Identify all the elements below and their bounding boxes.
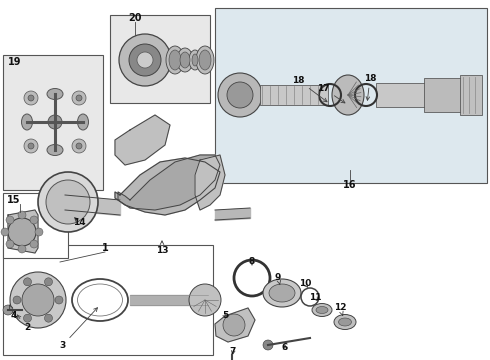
Circle shape: [263, 340, 273, 350]
Text: 20: 20: [128, 13, 142, 23]
Circle shape: [24, 139, 38, 153]
Bar: [215, 8, 487, 183]
Text: 4: 4: [9, 305, 17, 320]
Text: 1: 1: [101, 243, 108, 253]
Circle shape: [223, 314, 245, 336]
Circle shape: [18, 245, 26, 253]
Circle shape: [24, 314, 31, 322]
Text: 16: 16: [343, 180, 357, 190]
Circle shape: [129, 44, 161, 76]
Circle shape: [76, 143, 82, 149]
Polygon shape: [215, 308, 255, 342]
Ellipse shape: [332, 75, 364, 115]
Circle shape: [8, 218, 36, 246]
Circle shape: [18, 211, 26, 219]
Text: 12: 12: [334, 303, 346, 315]
Ellipse shape: [192, 54, 198, 66]
Circle shape: [45, 278, 52, 286]
Ellipse shape: [334, 315, 356, 329]
Circle shape: [76, 95, 82, 101]
Circle shape: [119, 34, 171, 86]
Bar: [376, 83, 426, 107]
Ellipse shape: [316, 306, 328, 314]
Circle shape: [227, 82, 253, 108]
Ellipse shape: [177, 48, 193, 72]
Text: 15: 15: [7, 195, 21, 205]
Text: 5: 5: [222, 310, 228, 320]
Text: 7: 7: [230, 347, 236, 356]
Ellipse shape: [47, 89, 63, 99]
Circle shape: [28, 95, 34, 101]
Circle shape: [72, 139, 86, 153]
Circle shape: [28, 143, 34, 149]
Text: 13: 13: [156, 241, 168, 255]
Ellipse shape: [180, 52, 190, 68]
Circle shape: [30, 216, 38, 224]
Ellipse shape: [269, 284, 295, 302]
Bar: [424, 78, 462, 112]
Circle shape: [48, 115, 62, 129]
Polygon shape: [8, 210, 38, 253]
Ellipse shape: [196, 46, 214, 74]
Ellipse shape: [312, 303, 332, 316]
Bar: [3, 245, 213, 355]
Circle shape: [13, 296, 21, 304]
Text: 8: 8: [249, 257, 255, 266]
Ellipse shape: [199, 50, 211, 70]
Circle shape: [137, 52, 153, 68]
Circle shape: [1, 228, 9, 236]
Circle shape: [35, 228, 43, 236]
Circle shape: [45, 314, 52, 322]
Text: 2: 2: [17, 315, 30, 333]
Bar: [460, 75, 482, 115]
Ellipse shape: [47, 144, 63, 156]
Circle shape: [218, 73, 262, 117]
Text: 11: 11: [309, 292, 321, 302]
Circle shape: [3, 305, 13, 315]
Ellipse shape: [169, 50, 181, 70]
Circle shape: [72, 91, 86, 105]
Text: 17: 17: [317, 84, 345, 103]
Ellipse shape: [166, 46, 184, 74]
Text: 9: 9: [275, 273, 281, 284]
Circle shape: [6, 216, 14, 224]
Circle shape: [189, 284, 221, 316]
Circle shape: [22, 284, 54, 316]
Bar: [3, 55, 103, 190]
Polygon shape: [118, 155, 220, 210]
Ellipse shape: [22, 114, 32, 130]
Text: 19: 19: [8, 57, 22, 67]
Bar: [3, 193, 68, 258]
Text: 6: 6: [282, 343, 288, 352]
Text: 10: 10: [299, 279, 311, 288]
Text: 3: 3: [59, 308, 98, 351]
Circle shape: [24, 91, 38, 105]
Circle shape: [24, 278, 31, 286]
Polygon shape: [115, 158, 220, 215]
Circle shape: [6, 240, 14, 248]
Circle shape: [46, 180, 90, 224]
Ellipse shape: [339, 318, 351, 326]
Polygon shape: [115, 115, 170, 165]
Ellipse shape: [77, 114, 89, 130]
Text: 18: 18: [292, 76, 327, 102]
Text: 14: 14: [73, 217, 85, 226]
Circle shape: [55, 296, 63, 304]
Circle shape: [30, 240, 38, 248]
Ellipse shape: [189, 50, 201, 70]
Bar: [110, 15, 210, 103]
Ellipse shape: [263, 279, 301, 307]
Text: 18: 18: [364, 73, 376, 100]
Polygon shape: [195, 155, 225, 210]
Circle shape: [38, 172, 98, 232]
Circle shape: [10, 272, 66, 328]
Bar: [260, 85, 328, 105]
